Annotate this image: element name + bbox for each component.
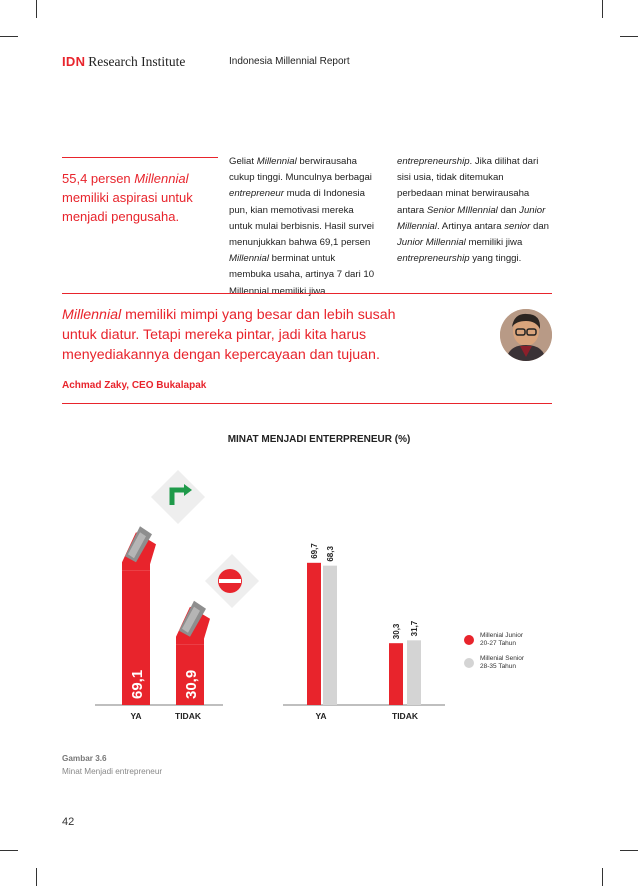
legend-swatch: [464, 658, 474, 668]
quote-author: Achmad Zaky, CEO Bukalapak: [62, 380, 207, 391]
text-run: dan: [497, 204, 520, 216]
overall-bar: [122, 570, 150, 705]
text-run: . Jika dilihat dari sisi usia, tidak dit…: [397, 156, 539, 216]
bar-value-label: 68,3: [326, 546, 335, 562]
testimonial-quote: Millennial memiliki mimpi yang besar dan…: [62, 305, 422, 365]
crop-mark: [620, 36, 638, 37]
chart-title: MINAT MENJADI ENTERPRENEUR (%): [227, 434, 411, 445]
text-run: Junior Millennial: [397, 237, 466, 249]
pullquote-part: Millennial: [134, 171, 189, 186]
text-run: muda di Indonesia pun, kian memotivasi m…: [229, 188, 375, 249]
overall-value-label: 30,9: [183, 670, 200, 699]
sign-diamond: [205, 554, 259, 608]
body-column-right: entrepreneurship. Jika dilihat dari sisi…: [397, 154, 552, 267]
bar-senior: [407, 640, 421, 705]
x-tick-label: TIDAK: [175, 711, 202, 721]
brand-logo: IDN Research Institute: [62, 55, 185, 69]
report-title: Indonesia Millennial Report: [229, 56, 350, 67]
no-entry-bar: [219, 579, 241, 583]
bar-junior: [389, 643, 403, 705]
text-run: berwirausaha cukup tinggi. Munculnya ber…: [229, 156, 372, 184]
crop-mark: [602, 868, 603, 886]
bar-senior: [323, 565, 337, 705]
logo-text: Research Institute: [88, 54, 186, 69]
text-run: dan: [530, 220, 550, 232]
pullquote-rule: [62, 157, 218, 158]
bar-value-label: 69,7: [310, 543, 319, 559]
text-run: Millennial: [229, 253, 269, 265]
crop-mark: [602, 0, 603, 18]
text-run: . Artinya antara: [437, 220, 505, 232]
text-run: entrepreneur: [229, 188, 284, 200]
overall-value-label: 69,1: [129, 670, 146, 699]
text-run: memiliki jiwa: [465, 237, 523, 249]
pipe-clamp: [179, 600, 206, 637]
body-column-left: Geliat Millennial berwirausaha cukup tin…: [229, 154, 377, 300]
arrow-sign-icon: [169, 487, 188, 505]
pullquote-part: memiliki aspirasi untuk menjadi pengusah…: [62, 190, 193, 224]
crop-mark: [36, 0, 37, 18]
no-entry-sign-icon: [218, 569, 242, 593]
logo-idn: IDN: [62, 54, 86, 69]
text-run: senior: [504, 220, 531, 232]
pullquote: 55,4 persen Millennial memiliki aspirasi…: [62, 169, 222, 226]
bar-junior: [307, 562, 321, 705]
text-run: Millennial: [62, 307, 122, 323]
pipe-clamp-highlight: [182, 606, 200, 633]
legend-label: Millenial Junior: [480, 632, 524, 639]
figure-caption-text: Minat Menjadi entrepreneur: [62, 767, 163, 776]
figure-caption: Gambar 3.6 Minat Menjadi entrepreneur: [62, 752, 162, 778]
text-run: yang tinggi.: [469, 253, 522, 265]
pipe-clamp: [125, 526, 152, 563]
pipe-bend: [122, 532, 156, 571]
text-run: entrepreneurship: [397, 253, 470, 265]
text-run: berminat untuk membuka usaha, artinya 7 …: [229, 253, 375, 297]
bar-value-label: 30,3: [392, 623, 401, 639]
x-tick-label: TIDAK: [392, 711, 419, 721]
quote-rule-bottom: [62, 403, 552, 404]
page-number: 42: [62, 816, 75, 828]
crop-mark: [36, 868, 37, 886]
legend-label: 28-35 Tahun: [480, 663, 516, 670]
text-run: Geliat: [229, 156, 257, 167]
crop-mark: [620, 850, 638, 851]
text-run: Millennial: [256, 156, 297, 167]
text-run: Senior MIllennial: [426, 204, 498, 216]
bar-value-label: 31,7: [410, 620, 419, 636]
text-run: Junior Millennial: [397, 204, 546, 232]
pipe-clamp-highlight: [128, 532, 146, 559]
legend-label: 20-27 Tahun: [480, 640, 516, 647]
pullquote-part: 55,4 persen: [62, 171, 135, 186]
x-tick-label: YA: [130, 711, 141, 721]
pipe-bend: [176, 606, 210, 645]
legend-swatch: [464, 635, 474, 645]
sign-diamond: [151, 470, 205, 524]
arrow-sign-head: [184, 484, 192, 496]
crop-mark: [0, 850, 18, 851]
quote-rule-top: [62, 293, 552, 294]
overall-bar: [176, 644, 204, 705]
crop-mark: [0, 36, 18, 37]
legend-label: Millenial Senior: [480, 655, 525, 662]
text-run: entrepreneurship: [397, 156, 470, 167]
figure-number: Gambar 3.6: [62, 754, 107, 763]
avatar: [500, 309, 552, 361]
x-tick-label: YA: [315, 711, 326, 721]
text-run: memiliki mimpi yang besar dan lebih susa…: [62, 307, 396, 363]
